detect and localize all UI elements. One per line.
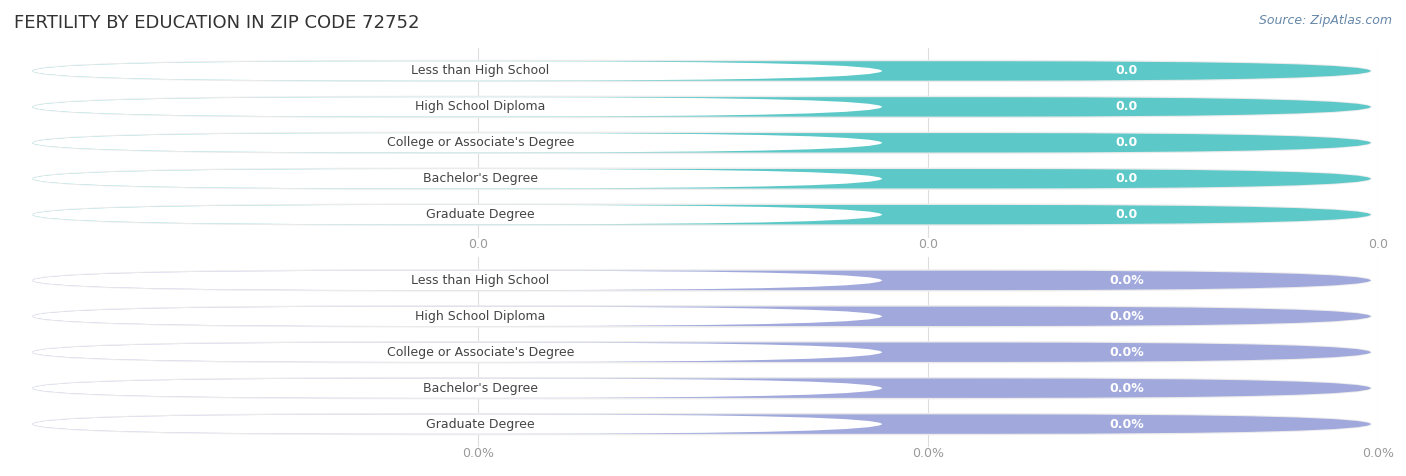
FancyBboxPatch shape: [32, 132, 1371, 154]
Text: 0.0%: 0.0%: [1109, 346, 1144, 359]
Text: Graduate Degree: Graduate Degree: [426, 417, 534, 431]
Text: Bachelor's Degree: Bachelor's Degree: [423, 382, 537, 395]
FancyBboxPatch shape: [32, 169, 1371, 188]
Text: High School Diploma: High School Diploma: [415, 310, 546, 323]
FancyBboxPatch shape: [32, 205, 1371, 224]
Text: 0.0%: 0.0%: [1109, 382, 1144, 395]
FancyBboxPatch shape: [32, 61, 883, 80]
Text: Source: ZipAtlas.com: Source: ZipAtlas.com: [1258, 14, 1392, 27]
FancyBboxPatch shape: [32, 97, 883, 117]
Text: 0.0: 0.0: [1116, 172, 1137, 185]
Text: 0.0: 0.0: [1116, 64, 1137, 78]
FancyBboxPatch shape: [32, 97, 1371, 117]
FancyBboxPatch shape: [32, 415, 1371, 434]
Text: 0.0%: 0.0%: [1109, 417, 1144, 431]
Text: 0.0: 0.0: [468, 238, 488, 251]
Text: FERTILITY BY EDUCATION IN ZIP CODE 72752: FERTILITY BY EDUCATION IN ZIP CODE 72752: [14, 14, 419, 32]
FancyBboxPatch shape: [32, 413, 1371, 435]
Text: 0.0%: 0.0%: [463, 447, 494, 460]
Text: 0.0: 0.0: [1116, 100, 1137, 113]
FancyBboxPatch shape: [32, 271, 1371, 290]
FancyBboxPatch shape: [32, 343, 883, 362]
Text: 0.0%: 0.0%: [1109, 310, 1144, 323]
FancyBboxPatch shape: [32, 343, 1371, 362]
FancyBboxPatch shape: [32, 96, 1371, 118]
Text: College or Associate's Degree: College or Associate's Degree: [387, 136, 574, 149]
FancyBboxPatch shape: [32, 307, 883, 326]
Text: Less than High School: Less than High School: [411, 274, 550, 287]
FancyBboxPatch shape: [32, 305, 1371, 327]
Text: 0.0%: 0.0%: [1109, 274, 1144, 287]
Text: 0.0%: 0.0%: [912, 447, 943, 460]
Text: 0.0: 0.0: [918, 238, 938, 251]
FancyBboxPatch shape: [32, 205, 883, 224]
Text: 0.0%: 0.0%: [1362, 447, 1393, 460]
FancyBboxPatch shape: [32, 133, 1371, 152]
FancyBboxPatch shape: [32, 377, 1371, 399]
FancyBboxPatch shape: [32, 133, 883, 152]
FancyBboxPatch shape: [32, 307, 1371, 326]
Text: Graduate Degree: Graduate Degree: [426, 208, 534, 221]
Text: 0.0: 0.0: [1116, 208, 1137, 221]
Text: Bachelor's Degree: Bachelor's Degree: [423, 172, 537, 185]
FancyBboxPatch shape: [32, 168, 1371, 190]
FancyBboxPatch shape: [32, 204, 1371, 226]
FancyBboxPatch shape: [32, 378, 1371, 398]
FancyBboxPatch shape: [32, 341, 1371, 363]
Text: College or Associate's Degree: College or Associate's Degree: [387, 346, 574, 359]
Text: High School Diploma: High School Diploma: [415, 100, 546, 113]
FancyBboxPatch shape: [32, 169, 883, 188]
FancyBboxPatch shape: [32, 271, 883, 290]
FancyBboxPatch shape: [32, 60, 1371, 82]
FancyBboxPatch shape: [32, 415, 883, 434]
Text: 0.0: 0.0: [1368, 238, 1388, 251]
Text: 0.0: 0.0: [1116, 136, 1137, 149]
FancyBboxPatch shape: [32, 378, 883, 398]
FancyBboxPatch shape: [32, 61, 1371, 80]
FancyBboxPatch shape: [32, 269, 1371, 291]
Text: Less than High School: Less than High School: [411, 64, 550, 78]
